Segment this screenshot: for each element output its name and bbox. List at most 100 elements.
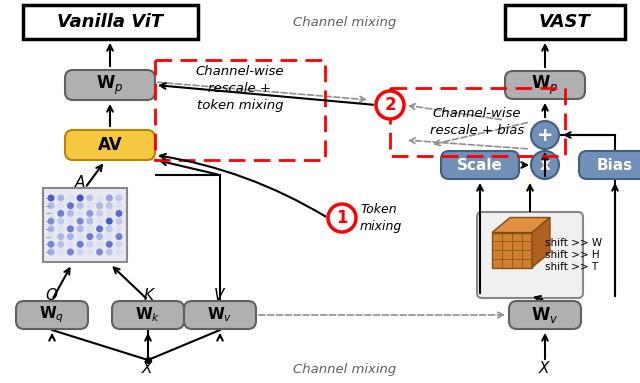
Circle shape [67, 249, 74, 255]
Text: x: x [540, 156, 550, 174]
Circle shape [57, 218, 64, 225]
Text: W$_p$: W$_p$ [531, 74, 559, 97]
Circle shape [106, 249, 113, 255]
Text: Channel-wise
rescale + bias: Channel-wise rescale + bias [430, 107, 524, 137]
FancyBboxPatch shape [112, 301, 184, 329]
Circle shape [57, 195, 64, 201]
FancyBboxPatch shape [579, 151, 640, 179]
Circle shape [47, 210, 54, 217]
Circle shape [115, 202, 122, 209]
Circle shape [96, 233, 103, 240]
Circle shape [96, 249, 103, 255]
Circle shape [77, 241, 84, 248]
Text: +: + [537, 126, 553, 144]
Circle shape [77, 233, 84, 240]
Circle shape [106, 225, 113, 232]
Circle shape [115, 225, 122, 232]
Circle shape [57, 233, 64, 240]
FancyBboxPatch shape [441, 151, 519, 179]
Circle shape [106, 195, 113, 201]
Circle shape [77, 249, 84, 255]
Text: Vanilla ViT: Vanilla ViT [57, 13, 163, 31]
Circle shape [86, 241, 93, 248]
Circle shape [531, 151, 559, 179]
Polygon shape [532, 218, 550, 267]
Circle shape [57, 241, 64, 248]
Circle shape [67, 225, 74, 232]
Polygon shape [492, 218, 550, 232]
Circle shape [115, 210, 122, 217]
Circle shape [57, 202, 64, 209]
Text: Channel-wise
rescale +
token mixing: Channel-wise rescale + token mixing [196, 64, 284, 111]
Circle shape [57, 225, 64, 232]
Text: Channel mixing: Channel mixing [293, 15, 397, 28]
Circle shape [57, 210, 64, 217]
Circle shape [328, 204, 356, 232]
Circle shape [67, 233, 74, 240]
Circle shape [86, 218, 93, 225]
FancyBboxPatch shape [505, 5, 625, 39]
Circle shape [57, 249, 64, 255]
Circle shape [115, 241, 122, 248]
FancyBboxPatch shape [65, 70, 155, 100]
Circle shape [67, 218, 74, 225]
Circle shape [77, 195, 84, 201]
Text: Token
mixing: Token mixing [360, 203, 403, 233]
FancyBboxPatch shape [477, 212, 583, 298]
Text: shift >> W: shift >> W [545, 238, 602, 248]
Circle shape [96, 202, 103, 209]
Text: $X$: $X$ [538, 360, 552, 376]
Circle shape [96, 195, 103, 201]
Text: W$_p$: W$_p$ [97, 74, 124, 97]
Text: $V$: $V$ [213, 287, 227, 303]
Text: Scale: Scale [457, 157, 503, 172]
Circle shape [96, 218, 103, 225]
Circle shape [106, 241, 113, 248]
Circle shape [86, 210, 93, 217]
Circle shape [106, 202, 113, 209]
Circle shape [106, 218, 113, 225]
Text: 1: 1 [336, 209, 348, 227]
Circle shape [86, 195, 93, 201]
Circle shape [106, 233, 113, 240]
FancyBboxPatch shape [65, 130, 155, 160]
FancyBboxPatch shape [505, 71, 585, 99]
Circle shape [106, 210, 113, 217]
Text: $K$: $K$ [143, 287, 157, 303]
Text: W$_v$: W$_v$ [207, 306, 233, 324]
Text: Channel mixing: Channel mixing [293, 363, 397, 376]
Text: VAST: VAST [539, 13, 591, 31]
Circle shape [67, 202, 74, 209]
Circle shape [47, 202, 54, 209]
FancyBboxPatch shape [43, 188, 127, 262]
Text: W$_q$: W$_q$ [39, 305, 65, 325]
Circle shape [77, 202, 84, 209]
Circle shape [531, 121, 559, 149]
FancyBboxPatch shape [16, 301, 88, 329]
Circle shape [96, 210, 103, 217]
Circle shape [115, 233, 122, 240]
Circle shape [96, 225, 103, 232]
Text: shift >> T: shift >> T [545, 262, 598, 272]
Text: AV: AV [98, 136, 122, 154]
Circle shape [86, 202, 93, 209]
Text: shift >> H: shift >> H [545, 250, 600, 260]
Circle shape [47, 249, 54, 255]
Circle shape [86, 249, 93, 255]
Circle shape [77, 218, 84, 225]
Text: $X$: $X$ [141, 360, 155, 376]
Circle shape [96, 241, 103, 248]
Circle shape [115, 218, 122, 225]
Text: $Q$: $Q$ [45, 286, 59, 304]
Circle shape [67, 241, 74, 248]
Circle shape [47, 225, 54, 232]
Circle shape [77, 225, 84, 232]
Circle shape [67, 210, 74, 217]
Text: W$_k$: W$_k$ [135, 306, 161, 324]
Text: 2: 2 [384, 96, 396, 114]
Text: $A$: $A$ [74, 174, 86, 190]
FancyBboxPatch shape [22, 5, 198, 39]
Circle shape [115, 195, 122, 201]
Circle shape [376, 91, 404, 119]
Circle shape [47, 241, 54, 248]
